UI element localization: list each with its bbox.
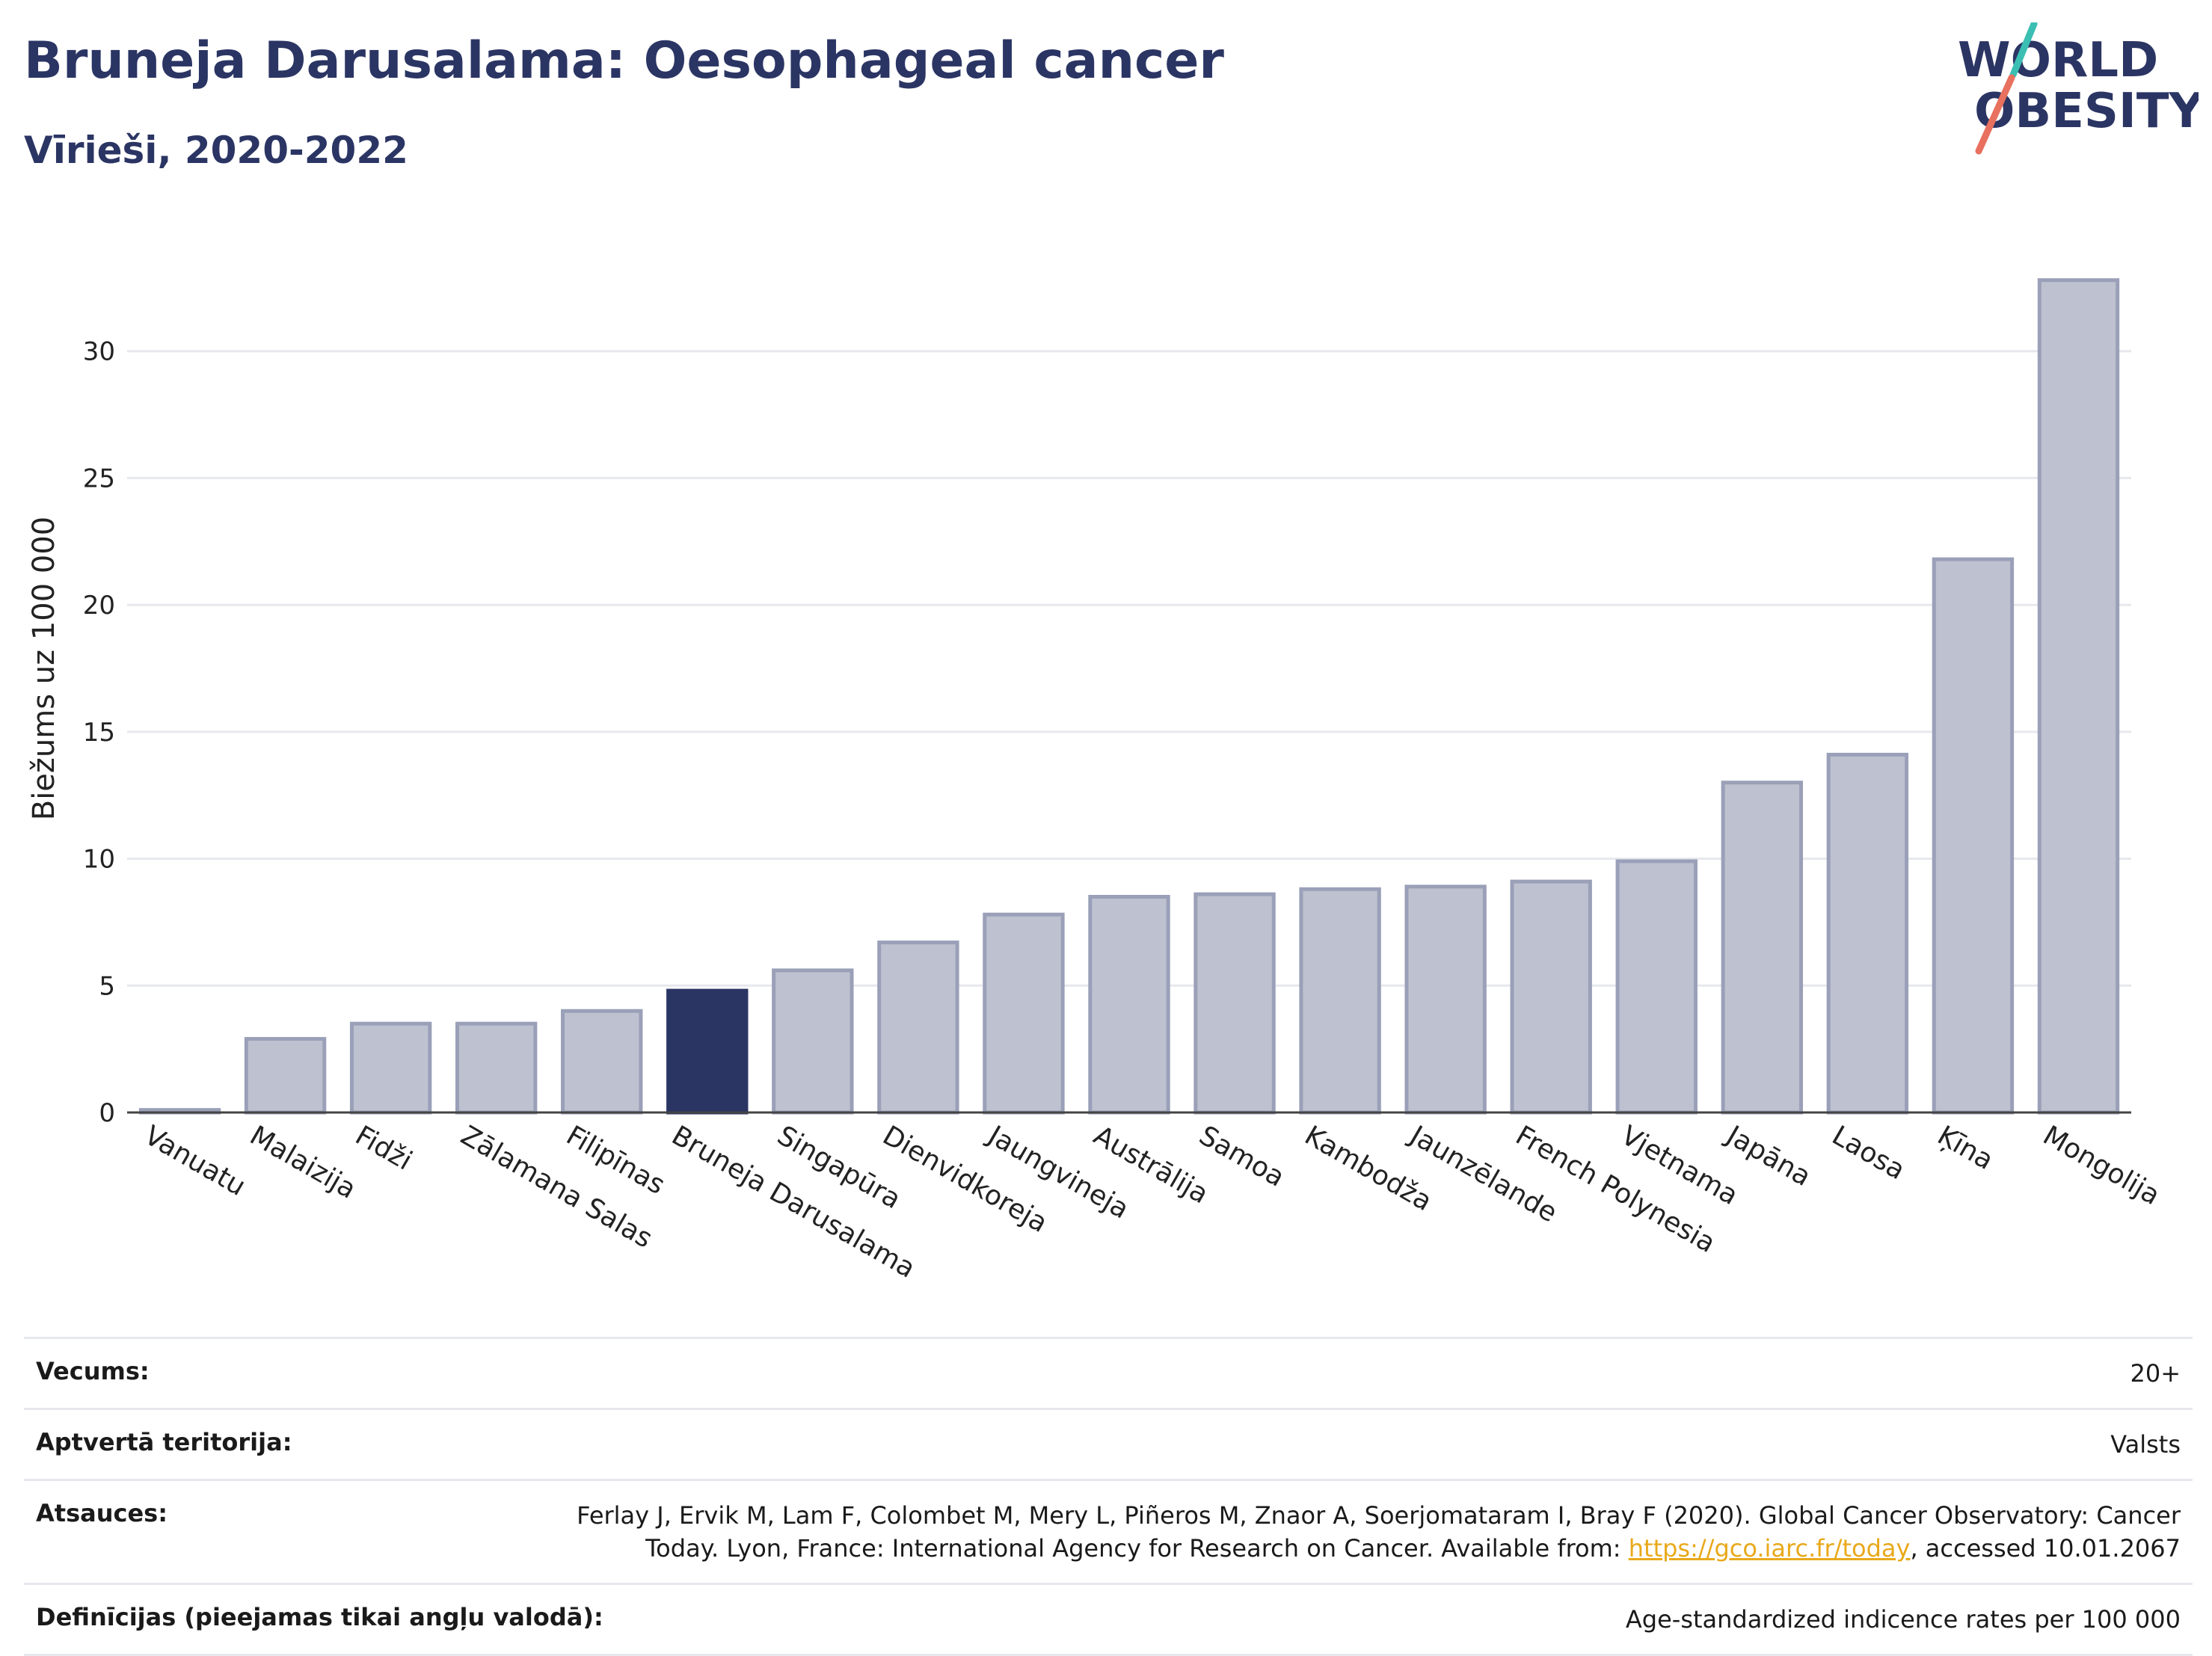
bar-fidži [349, 1021, 432, 1115]
y-tick-label: 20 [83, 591, 115, 621]
y-tick-label: 30 [83, 337, 115, 367]
bar-ķīna [1932, 557, 2015, 1115]
reference-line-2-pre: Today. Lyon, France: International Agenc… [645, 1534, 1629, 1563]
y-tick-label: 25 [83, 464, 115, 493]
x-tick-label: Ķīna [1932, 1120, 1998, 1176]
y-tick-label: 10 [83, 845, 115, 875]
reference-line-1: Ferlay J, Ervik M, Lam F, Colombet M, Me… [577, 1501, 2181, 1530]
meta-key-definitions: Definīcijas (pieejamas tikai angļu valod… [36, 1603, 603, 1631]
bar-jaunzēlande [1404, 884, 1487, 1115]
logo-slash-teal [2009, 22, 2038, 79]
chart-title: Bruneja Darusalama: Oesophageal cancer [24, 31, 1224, 90]
bar-austrālija [1088, 894, 1170, 1115]
y-tick-label: 5 [99, 971, 115, 1001]
bar-jaungvineja [983, 912, 1065, 1115]
bar-dienvidkoreja [877, 941, 959, 1115]
meta-value-territory: Valsts [2110, 1430, 2181, 1459]
bar-japāna [1721, 781, 1804, 1115]
x-tick-label: Zālamana Salas [455, 1120, 657, 1254]
bar-singapūra [772, 968, 854, 1115]
meta-row-references: Atsauces: Ferlay J, Ervik M, Lam F, Colo… [24, 1479, 2193, 1583]
x-tick-label: Malaizija [245, 1120, 361, 1205]
meta-row-definitions: Definīcijas (pieejamas tikai angļu valod… [24, 1583, 2193, 1656]
meta-row-territory: Aptvertā teritorija: Valsts [24, 1408, 2193, 1479]
y-tick-labels: 0 5 10 15 20 25 30 [83, 337, 115, 1128]
bar-french-polynesia [1510, 879, 1592, 1115]
x-tick-label: Vanuatu [139, 1120, 251, 1202]
y-tick-label: 0 [99, 1098, 115, 1128]
bar-zālamana-salas [455, 1021, 538, 1115]
bar-vjetnama [1615, 859, 1698, 1115]
logo-word-world: WORLD [1958, 33, 2158, 88]
x-tick-label: Mongolija [2038, 1120, 2165, 1211]
meta-key-territory: Aptvertā teritorija: [36, 1428, 292, 1456]
meta-key-age: Vecums: [36, 1357, 150, 1385]
logo-word-obesity: OBESITY [1974, 84, 2199, 139]
x-tick-label: Laosa [1827, 1120, 1910, 1186]
bar-mongolija [2037, 278, 2120, 1115]
world-obesity-logo: WORLD OBESITY [1958, 22, 2199, 155]
bar-kambodža [1299, 887, 1381, 1115]
meta-value-references: Ferlay J, Ervik M, Lam F, Colombet M, Me… [577, 1499, 2181, 1565]
bars [138, 278, 2120, 1115]
bar-laosa [1826, 752, 1909, 1115]
bar-filipīnas [561, 1009, 643, 1115]
y-axis-label: Biežums uz 100 000 [27, 517, 61, 821]
bar-samoa [1193, 892, 1276, 1115]
meta-key-references: Atsauces: [36, 1499, 168, 1527]
reference-link[interactable]: https://gco.iarc.fr/today [1628, 1534, 1911, 1563]
meta-value-definitions: Age-standardized indicence rates per 100… [1625, 1605, 2181, 1634]
chart-subtitle: Vīrieši, 2020-2022 [24, 129, 408, 172]
meta-row-age: Vecums: 20+ [24, 1337, 2193, 1408]
meta-value-age: 20+ [2130, 1359, 2181, 1388]
y-tick-label: 15 [83, 718, 115, 748]
logo-slash-coral [1975, 74, 2015, 155]
bar-malaizija [244, 1037, 327, 1115]
metadata-table: Vecums: 20+ Aptvertā teritorija: Valsts … [24, 1337, 2193, 1656]
bar-bruneja-darusalama [666, 988, 749, 1115]
x-tick-label: Fidži [350, 1120, 417, 1176]
reference-line-2-post: , accessed 10.01.2067 [1910, 1534, 2181, 1563]
